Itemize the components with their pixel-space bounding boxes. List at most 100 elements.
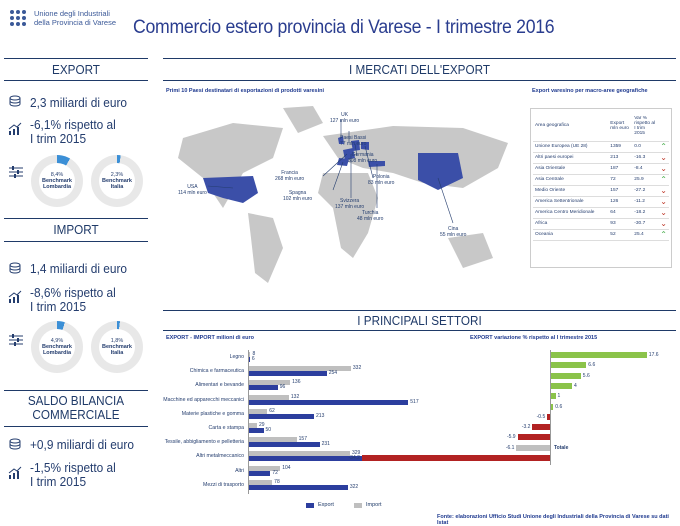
country-label-uk: UK 127 mln euro: [330, 112, 360, 124]
export-value: 50: [265, 427, 272, 433]
variation-bar: [550, 362, 587, 369]
table-cell-export: 213: [608, 152, 633, 164]
sector-label: Tessile, abbigliamento e pelletteria: [164, 439, 244, 446]
legend-import-label: Import: [366, 502, 382, 508]
table-cell-var: -11.2: [632, 196, 659, 208]
arrow-down-icon: ⌄: [658, 196, 669, 208]
usa-shape: [203, 176, 258, 203]
table-cell-area: Asia Centrale: [533, 174, 609, 186]
export-value: 2,3 miliardi di euro: [30, 96, 128, 110]
country-label-germania: Germania 308 mln euro: [348, 152, 378, 164]
table-cell-var: 25.9: [632, 174, 659, 186]
table-cell-export: 157: [608, 185, 633, 197]
table-title: Export varesino per macro-aree geografic…: [532, 88, 648, 94]
export-bar: [248, 385, 278, 391]
variation-value: -0.5: [536, 413, 546, 420]
import-bar: [248, 423, 257, 428]
divider: [163, 330, 676, 331]
variation-bar: [516, 444, 550, 451]
sector-label: Macchine ed apparecchi meccanici: [163, 396, 244, 403]
uk-shape: [338, 136, 344, 144]
divider: [4, 426, 148, 427]
export-bar: [248, 371, 327, 377]
table-header: Var % rispetto al I trim 2015: [632, 111, 659, 142]
cina-shape: [418, 153, 463, 190]
variation-bar: [550, 403, 554, 410]
import-value: 329: [351, 450, 361, 457]
totale-label: Totale: [554, 444, 569, 451]
variation-value: -3.2: [521, 424, 531, 431]
import-value: 157: [298, 436, 307, 443]
table-row: Asia Centrale 72 25.9 ⌃: [533, 174, 669, 186]
variation-bar: [550, 372, 581, 379]
arrow-down-icon: ⌄: [658, 185, 669, 197]
export-bar: [248, 484, 348, 490]
table-cell-export: 126: [608, 196, 633, 208]
export-bar: [248, 442, 320, 448]
import-value: 136: [292, 379, 301, 386]
logo-line2: della Provincia di Varese: [34, 18, 116, 27]
country-label-paesi-bassi: Paesi Bassi 77 mln euro: [340, 135, 367, 147]
table-header: Export mln euro: [608, 111, 633, 142]
axis-line: [248, 350, 249, 494]
divider: [4, 218, 148, 219]
donut-pct: 2,3%: [110, 172, 124, 178]
country-label-spagna: Spagna 102 mln euro: [283, 190, 313, 202]
sector-label: Mezzi di trasporto: [203, 481, 244, 488]
donut-label: Lombardia: [42, 350, 72, 356]
arrow-up-icon: ⌃: [658, 174, 669, 186]
table-cell-area: America Settentrionale: [533, 196, 609, 208]
table-cell-var: -27.2: [632, 185, 659, 197]
logo-mark-icon: [10, 10, 26, 26]
country-label-usa: USA 114 mln euro: [178, 184, 207, 196]
donut-label: Benchmark: [102, 344, 132, 350]
map-title: Primi 10 Paesi destinatari di esportazio…: [166, 88, 325, 94]
sector-label: Materie plastiche e gomma: [181, 410, 244, 417]
import-value: 332: [352, 365, 362, 372]
table-cell-area: Asia Orientale: [533, 163, 609, 175]
donut-pct: 4,9%: [50, 338, 64, 344]
table-row: Asia Orientale 187 -8.4 ⌄: [533, 163, 669, 175]
donut-label: Benchmark: [42, 344, 72, 350]
import-bar: [248, 465, 281, 471]
export-value: 322: [349, 483, 359, 490]
import-bar: [248, 352, 251, 357]
table-cell-export: 93: [608, 218, 633, 230]
turchia-shape: [368, 161, 385, 167]
variation-value: 4: [574, 382, 577, 389]
table-row: Africa 93 -30.7 ⌄: [533, 218, 669, 230]
table-header: Area geografica: [533, 111, 609, 142]
sector-label: Legno: [229, 354, 244, 360]
import-bar: [248, 479, 273, 485]
table-cell-area: Altri paesi europei: [533, 152, 609, 164]
table-cell-var: -18.2: [632, 207, 659, 219]
saldo-change-1: -1,5% rispetto al: [30, 461, 116, 475]
import-bar: [248, 451, 350, 457]
country-label-francia: Francia 268 mln euro: [275, 170, 305, 182]
arrow-up-icon: ⌃: [658, 141, 669, 153]
saldo-title-2: COMMERCIALE: [32, 407, 120, 422]
variation-value: 1: [557, 393, 561, 400]
leaders: [207, 120, 454, 224]
francia-shape: [343, 148, 355, 160]
mercati-title: I MERCATI DELL'EXPORT: [349, 62, 490, 77]
table-cell-var: -16.3: [632, 152, 659, 164]
axis-line: [550, 350, 551, 466]
table-cell-export: 72: [608, 174, 633, 186]
import-value: 78: [274, 478, 280, 485]
table-cell-var: -8.4: [632, 163, 659, 175]
import-bar: [248, 366, 351, 372]
export-value: 231: [321, 441, 330, 448]
page-title: Commercio estero provincia di Varese - I…: [133, 17, 555, 38]
sector-label: Altri metalmeccanico: [196, 453, 244, 460]
export-value: 213: [316, 412, 325, 419]
export-value: 96: [279, 384, 286, 391]
table-cell-area: Medio Oriente: [533, 185, 609, 197]
saldo-title-1: SALDO BILANCIA: [27, 393, 125, 408]
arrow-down-icon: ⌄: [658, 207, 669, 219]
divider: [163, 310, 676, 311]
logo-line1: Unione degli Industriali: [34, 9, 110, 18]
export-bar: [248, 399, 409, 405]
divider: [4, 80, 148, 81]
divider: [4, 58, 148, 59]
